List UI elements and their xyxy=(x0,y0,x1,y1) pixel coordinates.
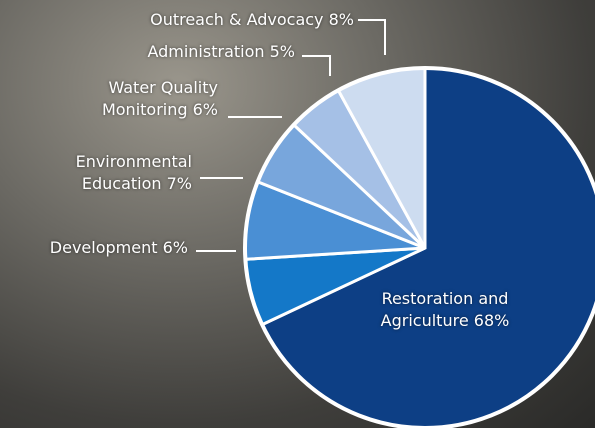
value-label: 6% xyxy=(193,100,218,119)
value-label: 8% xyxy=(329,10,354,29)
value-label: 68% xyxy=(474,311,510,330)
chart: Restoration and Agriculture 68% Developme… xyxy=(0,0,595,428)
slice-label: Water Quality Monitoring 6% xyxy=(48,77,218,121)
leader-line xyxy=(302,56,330,76)
category-name: Administration xyxy=(147,42,264,61)
slice-label: Restoration and Agriculture 68% xyxy=(355,288,535,332)
slice-label: Outreach & Advocacy 8% xyxy=(74,9,354,31)
category-name: Development xyxy=(50,238,158,257)
value-label: 6% xyxy=(163,238,188,257)
category-name: Outreach & Advocacy xyxy=(150,10,323,29)
value-label: 5% xyxy=(270,42,295,61)
slice-label: Environmental Education 7% xyxy=(22,151,192,195)
slice-label: Development 6% xyxy=(0,237,188,259)
value-label: 7% xyxy=(167,174,192,193)
leader-line xyxy=(358,20,385,55)
pie-canvas xyxy=(0,0,595,428)
slice-label: Administration 5% xyxy=(75,41,295,63)
